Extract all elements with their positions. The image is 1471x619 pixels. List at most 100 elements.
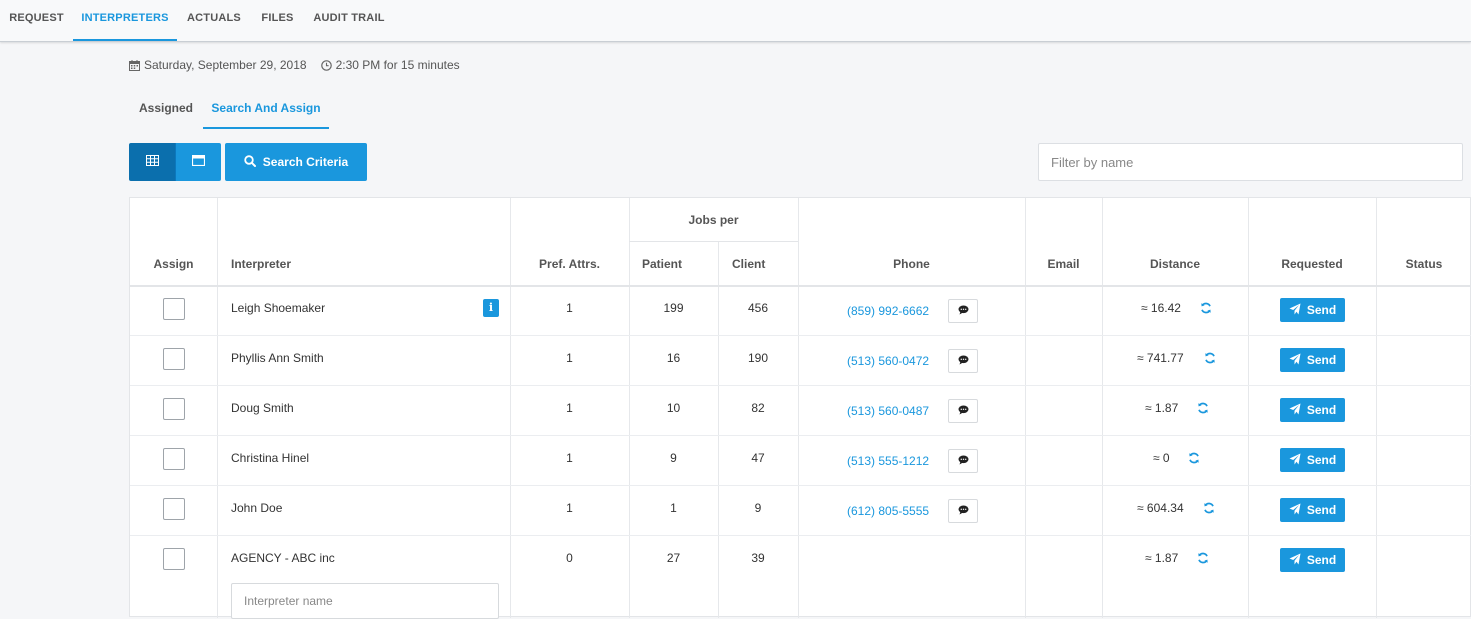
interpreter-name: Phyllis Ann Smith [231, 351, 324, 365]
refresh-distance-icon[interactable] [1197, 401, 1209, 419]
distance-value: ≈ 16.42 [1141, 301, 1181, 315]
sms-button[interactable] [948, 449, 978, 473]
pref-attrs: 1 [566, 501, 573, 515]
refresh-distance-icon[interactable] [1197, 551, 1209, 569]
paper-plane-icon [1289, 303, 1301, 318]
subtab-assigned[interactable]: Assigned [138, 101, 193, 115]
assign-checkbox[interactable] [163, 298, 185, 320]
tab-files[interactable]: FILES [261, 12, 294, 24]
sms-button[interactable] [948, 349, 978, 373]
sms-button[interactable] [948, 399, 978, 423]
search-icon [244, 154, 256, 170]
header-email: Email [1047, 257, 1080, 271]
phone-link[interactable]: (513) 555-1212 [847, 454, 930, 468]
appointment-datetime: Saturday, September 29, 2018 2:30 PM for… [129, 58, 460, 72]
paper-plane-icon [1289, 553, 1301, 568]
send-label: Send [1306, 353, 1337, 367]
jobs-patient: 199 [663, 301, 684, 315]
search-criteria-button[interactable]: Search Criteria [225, 143, 367, 181]
clock-icon [320, 59, 332, 71]
refresh-distance-icon[interactable] [1204, 351, 1216, 369]
subtab-search-and-assign[interactable]: Search And Assign [203, 96, 329, 129]
jobs-patient: 1 [670, 501, 677, 515]
chat-icon [958, 502, 969, 520]
jobs-client: 9 [754, 501, 762, 515]
assign-checkbox[interactable] [163, 448, 185, 470]
refresh-distance-icon[interactable] [1203, 501, 1215, 519]
assign-checkbox[interactable] [163, 398, 185, 420]
appointment-date: Saturday, September 29, 2018 [144, 58, 307, 72]
paper-plane-icon [1289, 503, 1301, 518]
chat-icon [958, 452, 969, 470]
interpreter-name: Christina Hinel [231, 451, 310, 465]
tab-interpreters[interactable]: INTERPRETERS [73, 0, 177, 41]
chat-icon [958, 402, 969, 420]
send-request-button[interactable]: Send [1280, 298, 1345, 322]
jobs-client: 39 [751, 551, 765, 565]
paper-plane-icon [1289, 353, 1301, 368]
tab-audit-trail[interactable]: AUDIT TRAIL [313, 12, 385, 24]
chat-icon [958, 302, 969, 320]
distance-value: ≈ 1.87 [1145, 551, 1179, 565]
header-patient: Patient [642, 257, 683, 271]
send-label: Send [1306, 403, 1337, 417]
send-request-button[interactable]: Send [1280, 498, 1345, 522]
send-request-button[interactable]: Send [1280, 548, 1345, 572]
header-distance: Distance [1149, 257, 1201, 271]
sms-button[interactable] [948, 499, 978, 523]
paper-plane-icon [1289, 403, 1301, 418]
send-request-button[interactable]: Send [1280, 448, 1345, 472]
assign-checkbox[interactable] [163, 348, 185, 370]
tab-request[interactable]: REQUEST [9, 12, 64, 24]
jobs-patient: 9 [670, 451, 677, 465]
interpreter-name: Leigh Shoemaker [231, 301, 326, 315]
phone-link[interactable]: (859) 992-6662 [847, 304, 930, 318]
pref-attrs: 1 [566, 351, 573, 365]
send-request-button[interactable]: Send [1280, 348, 1345, 372]
interpreter-name: Doug Smith [231, 401, 294, 415]
distance-value: ≈ 1.87 [1145, 401, 1179, 415]
send-label: Send [1306, 503, 1337, 517]
interpreter-name-input[interactable] [231, 583, 499, 619]
pref-attrs: 0 [566, 551, 573, 565]
pref-attrs: 1 [566, 451, 573, 465]
phone-link[interactable]: (513) 560-0487 [847, 404, 930, 418]
assign-checkbox[interactable] [163, 498, 185, 520]
distance-value: ≈ 741.77 [1137, 351, 1184, 365]
assign-checkbox[interactable] [163, 548, 185, 570]
grid-view-button[interactable] [129, 143, 175, 181]
header-jobs-per: Jobs per [688, 213, 739, 227]
top-nav: REQUEST INTERPRETERS ACTUALS FILES AUDIT… [0, 0, 1471, 42]
interpreter-name: John Doe [231, 501, 283, 515]
pref-attrs: 1 [566, 401, 573, 415]
table-icon [145, 153, 159, 171]
jobs-client: 47 [751, 451, 765, 465]
send-label: Send [1306, 453, 1337, 467]
refresh-distance-icon[interactable] [1188, 451, 1200, 469]
phone-link[interactable]: (612) 805-5555 [847, 504, 930, 518]
distance-value: ≈ 604.34 [1137, 501, 1184, 515]
jobs-client: 456 [747, 301, 769, 315]
window-icon [191, 153, 206, 171]
phone-link[interactable]: (513) 560-0472 [847, 354, 930, 368]
header-assign: Assign [153, 257, 194, 271]
sms-button[interactable] [948, 299, 978, 323]
info-icon[interactable]: i [483, 299, 499, 317]
header-status: Status [1405, 257, 1443, 271]
header-interpreter: Interpreter [231, 257, 292, 271]
chat-icon [958, 352, 969, 370]
tab-actuals[interactable]: ACTUALS [187, 12, 241, 24]
pref-attrs: 1 [566, 301, 573, 315]
calendar-icon [129, 59, 140, 71]
search-criteria-label: Search Criteria [262, 155, 349, 169]
filter-by-name-input[interactable] [1038, 143, 1463, 181]
send-label: Send [1306, 553, 1337, 567]
header-client: Client [732, 257, 766, 271]
jobs-client: 82 [751, 401, 765, 415]
send-request-button[interactable]: Send [1280, 398, 1345, 422]
jobs-client: 190 [747, 351, 769, 365]
refresh-distance-icon[interactable] [1200, 301, 1212, 319]
card-view-button[interactable] [175, 143, 221, 181]
header-phone: Phone [893, 257, 930, 271]
jobs-patient: 27 [666, 551, 681, 565]
